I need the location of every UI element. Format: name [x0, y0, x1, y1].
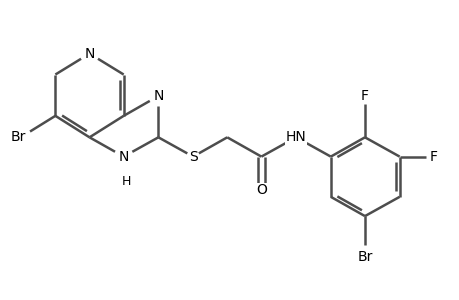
- Text: N: N: [84, 46, 95, 61]
- Text: HN: HN: [285, 130, 306, 144]
- Text: N: N: [153, 89, 163, 103]
- Text: F: F: [360, 89, 368, 103]
- Text: O: O: [255, 183, 266, 197]
- Text: N: N: [118, 150, 129, 164]
- Text: F: F: [429, 150, 437, 164]
- Text: Br: Br: [10, 130, 26, 144]
- Text: S: S: [188, 150, 197, 164]
- Text: Br: Br: [357, 250, 372, 264]
- Text: H: H: [122, 175, 131, 188]
